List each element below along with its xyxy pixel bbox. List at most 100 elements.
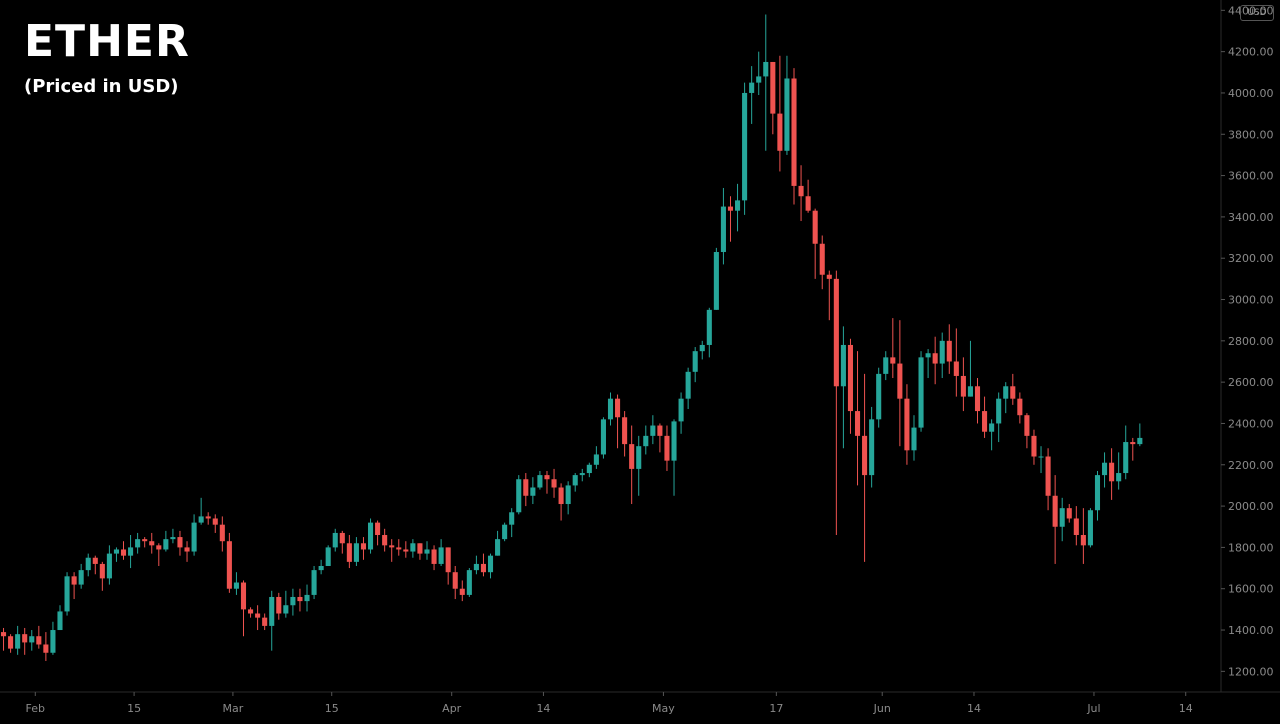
candle-down bbox=[382, 535, 388, 546]
candles-layer bbox=[0, 14, 1143, 662]
candle-down bbox=[120, 549, 127, 556]
candle-down bbox=[826, 274, 832, 279]
candle-down bbox=[417, 543, 423, 554]
x-tick-label: Jul bbox=[1086, 702, 1100, 715]
candle-down bbox=[480, 563, 487, 573]
candle-down bbox=[551, 479, 557, 488]
candle-up bbox=[918, 357, 924, 428]
candle-down bbox=[36, 636, 42, 645]
candle-up bbox=[353, 543, 359, 562]
candle-up bbox=[869, 419, 875, 476]
candle-up bbox=[565, 485, 571, 505]
y-tick-label: 4400.00 bbox=[1228, 4, 1274, 17]
candle-down bbox=[184, 547, 190, 552]
candle-up bbox=[607, 398, 614, 420]
candle-up bbox=[509, 512, 515, 525]
x-tick-label: Mar bbox=[223, 702, 244, 715]
y-tick-label: 1800.00 bbox=[1228, 541, 1274, 554]
candle-down bbox=[262, 617, 268, 626]
candle-up bbox=[85, 557, 91, 571]
candle-up bbox=[473, 563, 479, 571]
candle-down bbox=[615, 398, 621, 418]
candle-up bbox=[1059, 508, 1065, 527]
candle-up bbox=[749, 82, 755, 93]
candle-down bbox=[142, 539, 148, 542]
candle-up bbox=[198, 516, 204, 523]
candle-down bbox=[862, 435, 868, 476]
candle-down bbox=[819, 243, 825, 275]
candle-up bbox=[579, 473, 585, 476]
candle-up bbox=[939, 340, 945, 364]
candle-down bbox=[798, 185, 804, 197]
candle-down bbox=[1080, 535, 1086, 546]
candle-up bbox=[318, 565, 324, 571]
candle-up bbox=[643, 435, 649, 447]
candle-down bbox=[897, 363, 903, 399]
candle-up bbox=[911, 427, 917, 451]
candle-up bbox=[713, 252, 719, 310]
candle-up bbox=[1038, 456, 1044, 458]
candle-down bbox=[43, 644, 49, 653]
candle-down bbox=[403, 549, 409, 552]
candle-up bbox=[325, 547, 331, 566]
candle-down bbox=[1073, 518, 1079, 536]
candle-down bbox=[396, 547, 402, 550]
candle-down bbox=[375, 522, 381, 536]
candle-up bbox=[586, 464, 592, 474]
candle-up bbox=[113, 549, 119, 554]
candle-down bbox=[1017, 398, 1023, 416]
candle-up bbox=[332, 532, 338, 548]
chart-subtitle: (Priced in USD) bbox=[24, 76, 179, 97]
candle-up bbox=[537, 475, 543, 488]
candle-down bbox=[149, 541, 155, 546]
candle-down bbox=[276, 596, 282, 614]
candle-down bbox=[0, 632, 7, 637]
candle-up bbox=[57, 611, 63, 631]
candle-up bbox=[756, 76, 762, 83]
candle-down bbox=[99, 563, 105, 579]
candle-up bbox=[516, 479, 522, 513]
candle-up bbox=[840, 344, 846, 387]
candle-down bbox=[1010, 386, 1016, 399]
candle-down bbox=[1024, 415, 1030, 436]
candle-down bbox=[904, 398, 910, 451]
candle-up bbox=[671, 421, 677, 461]
candle-up bbox=[706, 309, 712, 345]
candle-down bbox=[946, 340, 952, 362]
candle-up bbox=[1094, 475, 1101, 511]
x-tick-label: Jun bbox=[873, 702, 891, 715]
candle-up bbox=[1137, 437, 1143, 445]
candle-down bbox=[219, 524, 225, 542]
candle-down bbox=[452, 572, 458, 589]
x-tick-label: 14 bbox=[967, 702, 981, 715]
candle-down bbox=[847, 344, 854, 412]
y-tick-label: 2400.00 bbox=[1228, 417, 1274, 430]
y-tick-label: 1200.00 bbox=[1228, 665, 1274, 678]
candle-up bbox=[15, 634, 21, 649]
x-tick-label: 15 bbox=[127, 702, 141, 715]
candle-down bbox=[205, 516, 211, 519]
candle-up bbox=[876, 373, 882, 420]
candle-down bbox=[346, 543, 352, 562]
currency-badge[interactable]: USD bbox=[1240, 5, 1274, 21]
candle-down bbox=[622, 417, 628, 445]
candle-up bbox=[78, 570, 84, 585]
candle-up bbox=[29, 636, 35, 643]
candle-up bbox=[1003, 386, 1009, 399]
x-tick-label: Apr bbox=[442, 702, 462, 715]
y-tick-label: 1400.00 bbox=[1228, 624, 1274, 637]
candle-down bbox=[960, 375, 966, 397]
candle-up bbox=[410, 543, 416, 552]
candle-down bbox=[777, 113, 783, 151]
y-tick-label: 4200.00 bbox=[1228, 46, 1274, 59]
candle-up bbox=[678, 398, 684, 422]
candle-up bbox=[283, 605, 289, 614]
candle-down bbox=[932, 353, 938, 364]
y-tick-label: 3400.00 bbox=[1228, 211, 1274, 224]
candle-down bbox=[953, 361, 959, 376]
candle-down bbox=[854, 411, 861, 436]
candle-down bbox=[727, 206, 734, 211]
candle-up bbox=[424, 549, 430, 554]
candle-down bbox=[982, 411, 988, 432]
y-tick-label: 3600.00 bbox=[1228, 170, 1274, 183]
